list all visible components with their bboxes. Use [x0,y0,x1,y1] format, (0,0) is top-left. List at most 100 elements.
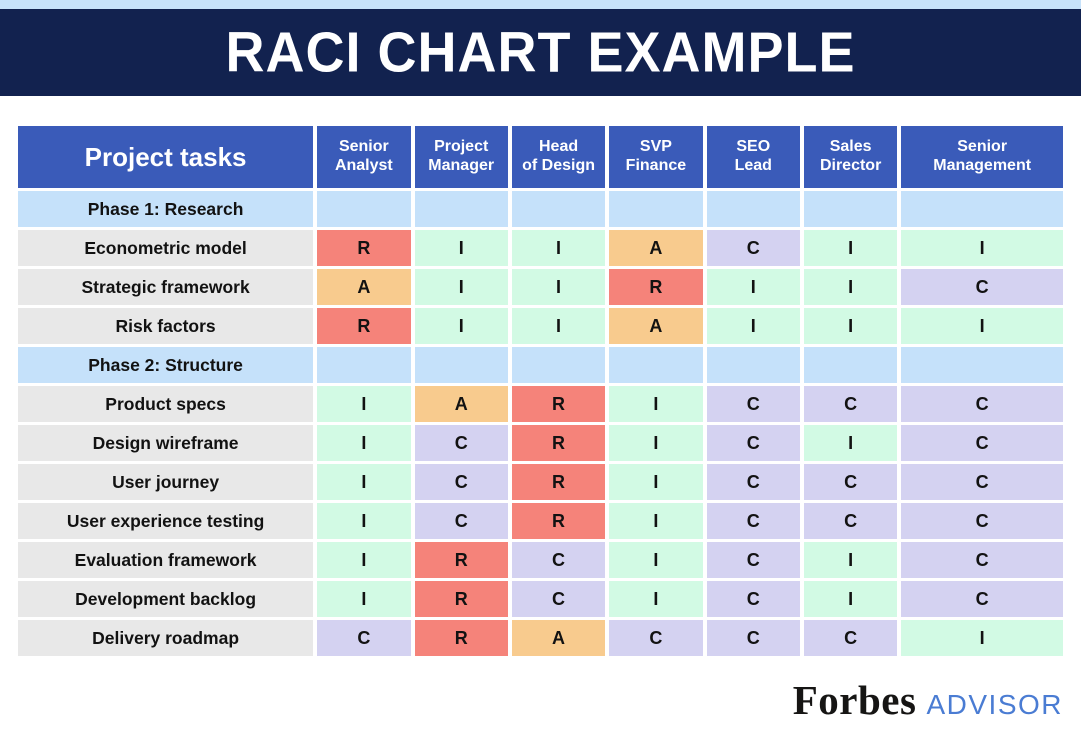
table-row-econometric-model: Econometric model R I I A C I I [18,230,1063,266]
raci-cell-c: C [706,503,800,539]
raci-cell-i: I [706,269,800,305]
column-header-head-of-design: Head of Design [511,126,606,188]
raci-cell-i: I [803,230,898,266]
table-row-delivery-roadmap: Delivery roadmap C R A C C C I [18,620,1063,656]
raci-cell-i: I [317,386,411,422]
raci-cell-c: C [706,581,800,617]
task-label: Evaluation framework [18,542,314,578]
raci-cell-i: I [706,308,800,344]
raci-cell-i: I [317,581,411,617]
task-label: Strategic framework [18,269,314,305]
raci-cell-a: A [609,308,703,344]
raci-cell-a: A [609,230,703,266]
phase-row-phase-2-structure: Phase 2: Structure [18,347,1063,383]
raci-cell-c: C [706,230,800,266]
raci-cell-i: I [609,581,703,617]
raci-cell-i: I [609,386,703,422]
raci-cell-i: I [511,230,606,266]
raci-cell-c: C [901,269,1063,305]
column-header-seo-lead: SEO Lead [706,126,800,188]
phase-cell [901,347,1063,383]
raci-cell-r: R [414,620,508,656]
raci-cell-c: C [414,464,508,500]
column-header-senior-analyst: Senior Analyst [317,126,411,188]
raci-cell-i: I [803,308,898,344]
phase-label: Phase 2: Structure [18,347,314,383]
table-row-strategic-framework: Strategic framework A I I R I I C [18,269,1063,305]
phase-cell [511,347,606,383]
task-label: Risk factors [18,308,314,344]
raci-table: Project tasks Senior Analyst Project Manage… [14,123,1067,659]
raci-cell-r: R [609,269,703,305]
phase-cell [317,191,411,227]
table-row-design-wireframe: Design wireframe I C R I C I C [18,425,1063,461]
task-label: Delivery roadmap [18,620,314,656]
column-header-senior-management: Senior Management [901,126,1063,188]
raci-cell-i: I [317,542,411,578]
table-row-risk-factors: Risk factors R I I A I I I [18,308,1063,344]
phase-cell [803,347,898,383]
raci-cell-c: C [803,464,898,500]
raci-cell-c: C [803,503,898,539]
raci-cell-c: C [803,386,898,422]
raci-cell-c: C [706,386,800,422]
phase-cell [706,191,800,227]
raci-cell-r: R [511,503,606,539]
raci-cell-i: I [609,464,703,500]
raci-cell-i: I [803,581,898,617]
phase-cell [414,191,508,227]
raci-cell-i: I [414,230,508,266]
raci-cell-c: C [901,425,1063,461]
raci-cell-i: I [609,503,703,539]
table-row-user-journey: User journey I C R I C C C [18,464,1063,500]
raci-cell-a: A [414,386,508,422]
phase-row-phase-1-research: Phase 1: Research [18,191,1063,227]
raci-cell-i: I [511,269,606,305]
raci-cell-c: C [511,581,606,617]
task-label: User experience testing [18,503,314,539]
raci-cell-i: I [317,503,411,539]
raci-cell-r: R [414,542,508,578]
task-label: User journey [18,464,314,500]
raci-cell-c: C [901,464,1063,500]
raci-cell-i: I [901,308,1063,344]
forbes-logo: Forbes [792,677,917,723]
column-header-sales-director: Sales Director [803,126,898,188]
raci-cell-i: I [901,230,1063,266]
phase-label: Phase 1: Research [18,191,314,227]
raci-cell-i: I [609,542,703,578]
phase-cell [706,347,800,383]
task-label: Product specs [18,386,314,422]
task-label: Development backlog [18,581,314,617]
raci-table-container: Project tasks Senior Analyst Project Manage… [14,123,1067,659]
raci-cell-c: C [609,620,703,656]
raci-cell-i: I [317,425,411,461]
raci-cell-c: C [706,464,800,500]
raci-cell-r: R [317,308,411,344]
raci-cell-c: C [901,581,1063,617]
raci-cell-c: C [706,542,800,578]
raci-cell-r: R [511,464,606,500]
raci-cell-i: I [414,308,508,344]
raci-cell-c: C [901,503,1063,539]
raci-cell-i: I [317,464,411,500]
raci-cell-i: I [511,308,606,344]
raci-cell-c: C [511,542,606,578]
raci-cell-c: C [803,620,898,656]
raci-cell-r: R [317,230,411,266]
phase-cell [901,191,1063,227]
raci-cell-i: I [901,620,1063,656]
raci-cell-r: R [414,581,508,617]
raci-cell-c: C [901,542,1063,578]
advisor-logo-text: ADVISOR [926,689,1063,720]
raci-cell-i: I [803,542,898,578]
phase-cell [609,191,703,227]
project-tasks-header: Project tasks [18,126,314,188]
raci-cell-c: C [706,425,800,461]
raci-cell-c: C [414,503,508,539]
raci-cell-a: A [317,269,411,305]
raci-cell-c: C [414,425,508,461]
title-banner: RACI CHART EXAMPLE [0,9,1081,96]
page-title: RACI CHART EXAMPLE [225,21,856,84]
raci-cell-i: I [414,269,508,305]
